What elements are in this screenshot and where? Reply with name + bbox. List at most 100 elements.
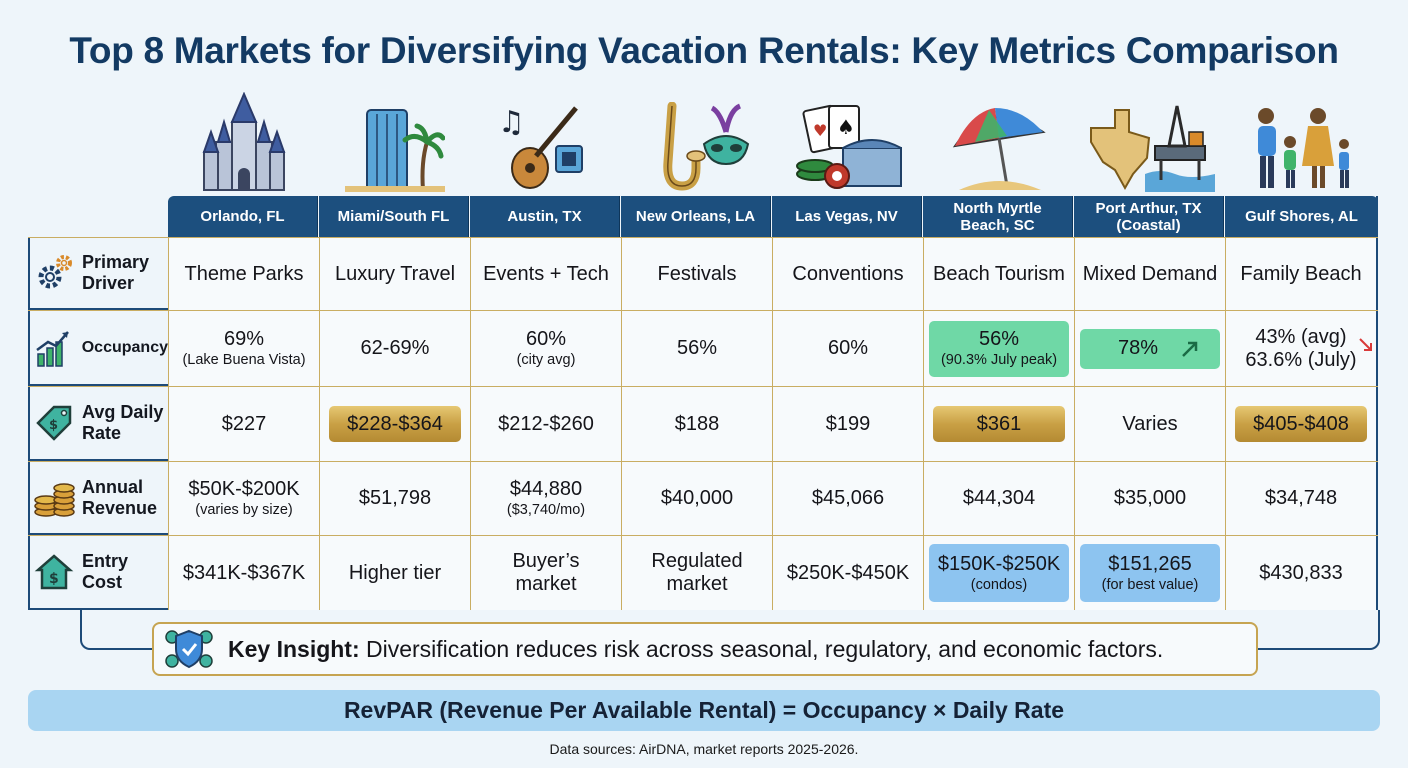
svg-text:♥: ♥ (813, 121, 827, 140)
occupancy-value: 60% (525, 328, 567, 350)
driver-cell: Family Beach (1225, 238, 1376, 310)
row-entry-cost: $ Entry Cost $341K-$367K Higher tier Buy… (28, 535, 1378, 610)
driver-cell: Luxury Travel (319, 238, 470, 310)
row-avg-daily-rate: $ Avg Daily Rate $227 $228-$364 $212-$26… (28, 386, 1378, 461)
adr-cell: $228-$364 (319, 387, 470, 461)
row-label-occupancy: Occupancy (28, 311, 168, 386)
revenue-value: $51,798 (358, 487, 432, 509)
occupancy-cell: 43% (avg) 63.6% (July) (1225, 311, 1376, 386)
row-label-avg-daily-rate: $ Avg Daily Rate (28, 387, 168, 461)
adr-cell: $212-$260 (470, 387, 621, 461)
revenue-cell: $51,798 (319, 462, 470, 535)
adr-cell: Varies (1074, 387, 1225, 461)
revenue-cell: $35,000 (1074, 462, 1225, 535)
revenue-value: $35,000 (1113, 487, 1187, 509)
revenue-value: $45,066 (811, 487, 885, 509)
texas-oil-rig-icon (1074, 88, 1225, 192)
adr-cell: $361 (923, 387, 1074, 461)
occupancy-cell: 78% (1074, 311, 1225, 386)
revenue-note: ($3,740/mo) (506, 502, 586, 518)
adr-value: $405-$408 (1253, 412, 1349, 435)
row-label-text: Annual Revenue (82, 476, 158, 518)
market-header-gulf-shores: Gulf Shores, AL (1225, 196, 1378, 237)
occupancy-cell: 56% (621, 311, 772, 386)
bar-chart-up-icon (36, 330, 69, 367)
driver-value: Mixed Demand (1082, 262, 1218, 285)
occupancy-value: 62-69% (360, 337, 430, 359)
adr-highlight: $405-$408 (1235, 406, 1367, 442)
entry-note: (condos) (970, 576, 1028, 593)
coin-stack-icon (34, 482, 75, 517)
revenue-cell: $45,066 (772, 462, 923, 535)
driver-cell: Festivals (621, 238, 772, 310)
occupancy-value: 56% (676, 337, 718, 359)
key-insight-label: Key Insight: (228, 635, 360, 662)
driver-value: Events + Tech (483, 262, 609, 285)
adr-cell: $188 (621, 387, 772, 461)
driver-value: Beach Tourism (933, 262, 1065, 285)
entry-cell: $250K-$450K (772, 536, 923, 610)
revpar-formula: RevPAR (Revenue Per Available Rental) = … (28, 690, 1380, 731)
occupancy-value: 56% (978, 328, 1020, 350)
entry-value: Regulated market (651, 550, 743, 595)
entry-cell: $341K-$367K (168, 536, 319, 610)
occupancy-value: 60% (827, 337, 869, 359)
row-label-text: Occupancy (81, 339, 168, 356)
entry-cell: Higher tier (319, 536, 470, 610)
bracket-right (1258, 610, 1380, 650)
revenue-value: $50K-$200K (188, 478, 300, 500)
driver-value: Theme Parks (184, 262, 304, 285)
occupancy-cell: 62-69% (319, 311, 470, 386)
driver-cell: Theme Parks (168, 238, 319, 310)
row-label-primary-driver: Primary Driver (28, 238, 168, 310)
adr-cell: $227 (168, 387, 319, 461)
row-occupancy: Occupancy 69% (Lake Buena Vista) 62-69% … (28, 310, 1378, 386)
row-annual-revenue: Annual Revenue $50K-$200K (varies by siz… (28, 461, 1378, 535)
house-dollar-icon: $ (34, 554, 74, 590)
revenue-note: (varies by size) (195, 502, 293, 518)
market-icons-row: ♫ ♠ ♥ (168, 88, 1378, 192)
market-header-las-vegas: Las Vegas, NV (772, 196, 922, 237)
svg-text:$: $ (49, 571, 59, 587)
adr-highlight: $361 (933, 406, 1065, 442)
driver-cell: Conventions (772, 238, 923, 310)
driver-value: Family Beach (1240, 262, 1362, 285)
entry-cell: $150K-$250K (condos) (923, 536, 1074, 610)
svg-text:♫: ♫ (498, 105, 525, 140)
castle-icon (168, 88, 319, 192)
key-insight-text: Key Insight: Diversification reduces ris… (228, 636, 1163, 663)
entry-value: Buyer’s market (512, 550, 580, 595)
entry-cell: $430,833 (1225, 536, 1376, 610)
revenue-cell: $44,304 (923, 462, 1074, 535)
adr-value: $212-$260 (498, 412, 594, 435)
entry-cell: Regulated market (621, 536, 772, 610)
svg-text:$: $ (49, 418, 58, 433)
occupancy-note: (city avg) (516, 352, 576, 368)
trend-down-arrow-icon (1359, 338, 1372, 351)
adr-cell: $199 (772, 387, 923, 461)
row-label-entry-cost: $ Entry Cost (28, 536, 168, 610)
driver-value: Conventions (792, 262, 904, 285)
occupancy-cell: 69% (Lake Buena Vista) (168, 311, 319, 386)
svg-text:♠: ♠ (837, 115, 855, 139)
occupancy-note: 63.6% (July) (1245, 348, 1357, 371)
occupancy-highlight: 56% (90.3% July peak) (929, 320, 1069, 377)
price-tag-icon: $ (36, 405, 72, 441)
adr-value: $228-$364 (347, 412, 443, 435)
occupancy-highlight: 78% (1080, 328, 1220, 369)
beach-umbrella-icon (923, 88, 1074, 192)
shield-check-icon (165, 629, 213, 669)
gears-icon (38, 255, 72, 289)
market-header-north-myrtle-beach: North Myrtle Beach, SC (923, 196, 1073, 237)
occupancy-cell: 60% (city avg) (470, 311, 621, 386)
market-header-orlando: Orlando, FL (168, 196, 318, 237)
key-insight-body: Diversification reduces risk across seas… (366, 635, 1164, 662)
guitar-music-icon: ♫ (470, 88, 621, 192)
occupancy-value: 78% (1117, 337, 1159, 359)
entry-note: (for best value) (1101, 576, 1199, 593)
occupancy-cell: 56% (90.3% July peak) (923, 311, 1074, 386)
entry-value: $341K-$367K (182, 561, 306, 584)
adr-highlight: $228-$364 (329, 406, 461, 442)
data-sources: Data sources: AirDNA, market reports 202… (549, 741, 859, 757)
adr-value: $188 (674, 412, 720, 435)
